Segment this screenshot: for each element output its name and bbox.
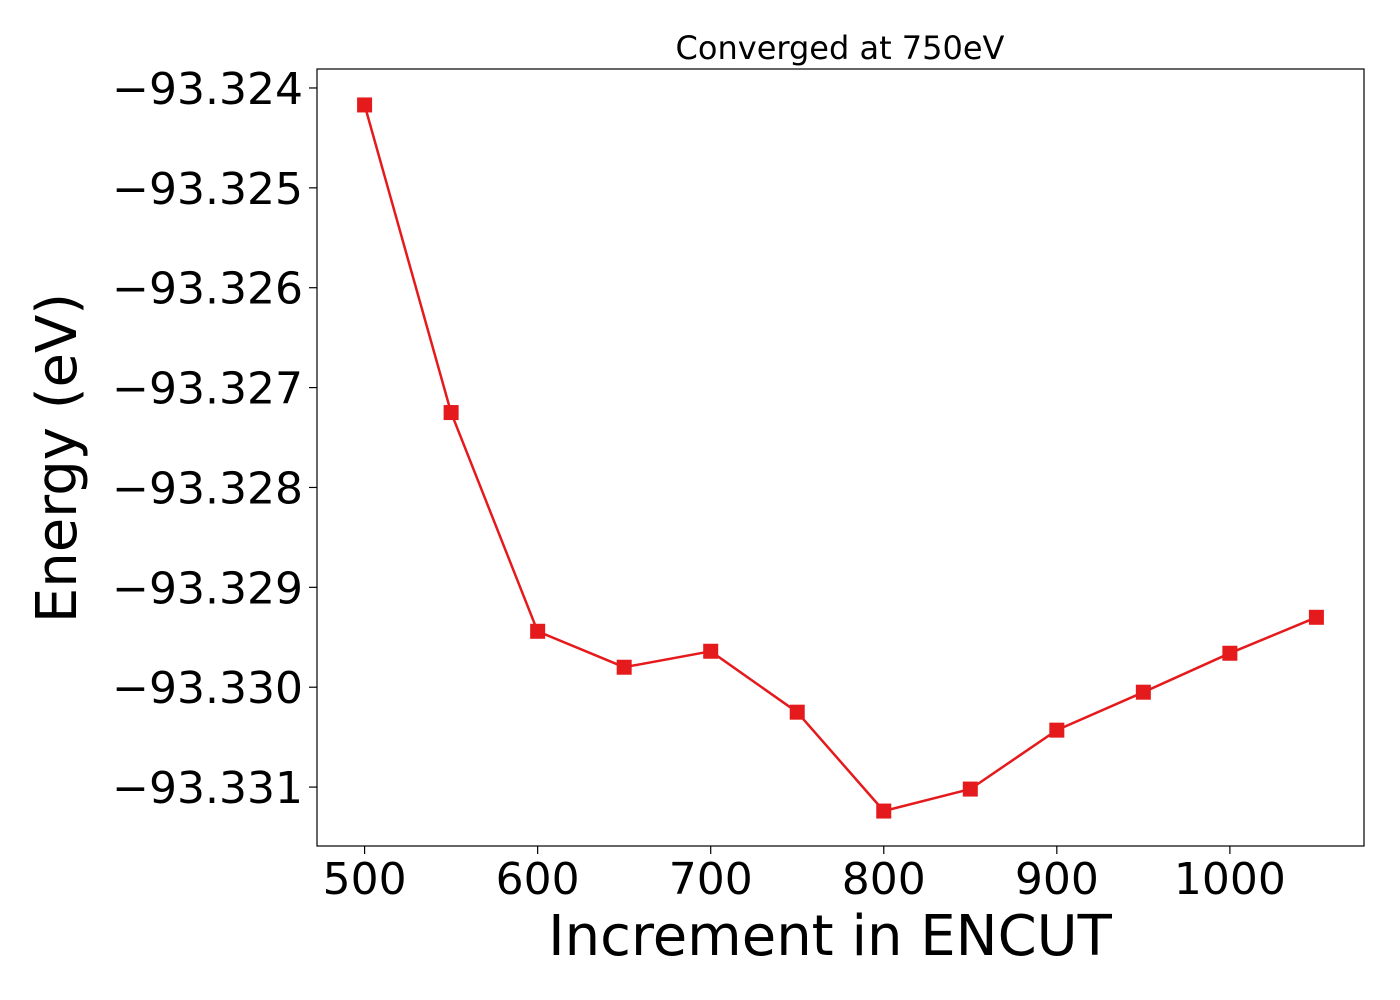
data-point-marker bbox=[962, 781, 978, 797]
data-point-marker bbox=[876, 803, 892, 819]
y-tick-label: −93.331 bbox=[112, 763, 303, 814]
x-tick-label: 1000 bbox=[1174, 854, 1286, 905]
data-point-marker bbox=[703, 643, 719, 659]
plot-frame bbox=[316, 68, 1365, 847]
data-point-marker bbox=[357, 97, 373, 113]
data-point-marker bbox=[789, 704, 805, 720]
data-point-marker bbox=[1135, 684, 1151, 700]
y-tick-label: −93.326 bbox=[112, 264, 303, 315]
x-axis: 500 600 700 800 900 1000 bbox=[323, 846, 1286, 905]
data-point-marker bbox=[1308, 609, 1324, 625]
y-axis-label: Energy (eV) bbox=[25, 293, 90, 623]
data-point-marker bbox=[616, 659, 632, 675]
y-tick-label: −93.329 bbox=[112, 563, 303, 614]
y-tick-label: −93.328 bbox=[112, 463, 303, 514]
x-tick-label: 800 bbox=[842, 854, 926, 905]
chart-title: Converged at 750eV bbox=[676, 29, 1005, 67]
x-axis-label: Increment in ENCUT bbox=[548, 904, 1113, 969]
y-axis: −93.331 −93.330 −93.329 −93.328 −93.327 −93.3… bbox=[112, 64, 317, 814]
data-point-marker bbox=[1049, 722, 1065, 738]
y-tick-label: −93.327 bbox=[112, 364, 303, 415]
plot-area bbox=[357, 97, 1324, 819]
y-tick-label: −93.330 bbox=[112, 663, 303, 714]
x-tick-label: 600 bbox=[496, 854, 580, 905]
data-point-marker bbox=[1222, 645, 1238, 661]
x-tick-label: 700 bbox=[669, 854, 753, 905]
x-tick-label: 500 bbox=[323, 854, 407, 905]
data-point-marker bbox=[443, 405, 459, 421]
data-point-marker bbox=[530, 623, 546, 639]
x-tick-label: 900 bbox=[1015, 854, 1099, 905]
y-tick-label: −93.325 bbox=[112, 164, 303, 215]
series-line bbox=[363, 104, 1317, 813]
y-tick-label: −93.324 bbox=[112, 64, 303, 115]
